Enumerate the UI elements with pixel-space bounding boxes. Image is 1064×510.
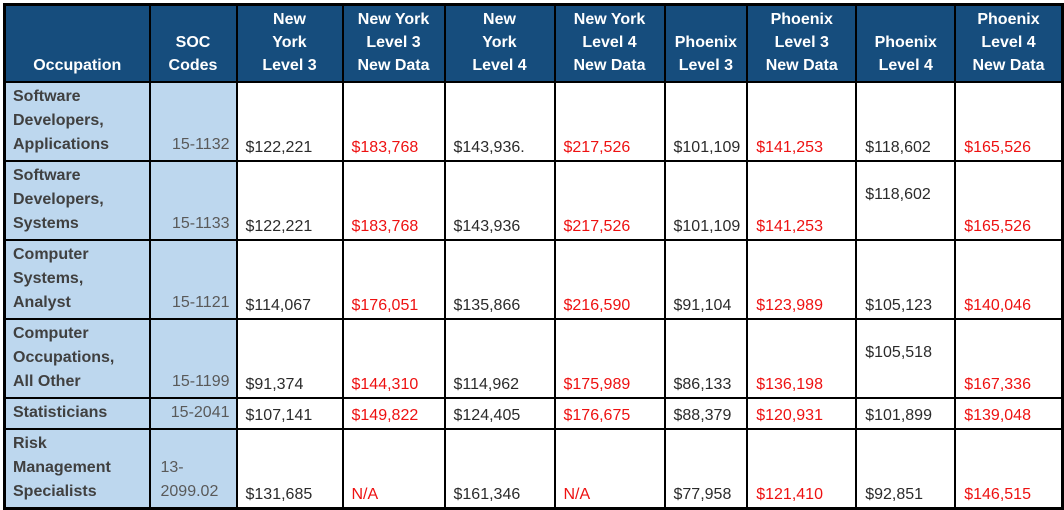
cell-value-ny-l3-new: N/A <box>341 428 446 510</box>
cell-value-ny-l3-new: $176,051 <box>341 239 446 320</box>
cell-occupation: Computer Occupations, All Other <box>3 318 151 399</box>
column-header-ny-l3-new: New York Level 3 New Data <box>341 3 446 83</box>
cell-value-phx-l4-new: $139,048 <box>954 397 1064 430</box>
cell-value-ny-l3-new: $183,768 <box>341 81 446 162</box>
cell-value-phx-l3: $91,104 <box>663 239 749 320</box>
table-header: Occupation SOC Codes New York Level 3 New Y… <box>3 3 1064 83</box>
cell-occupation: Risk Management Specialists <box>3 428 151 510</box>
cell-value-ny-l3: $107,141 <box>235 397 344 430</box>
cell-value-ny-l4-new: N/A <box>553 428 666 510</box>
cell-value-phx-l4: $118,602 <box>855 160 957 241</box>
table-row: Software Developers, Systems 15-1133 $122,… <box>3 160 1064 241</box>
cell-value-ny-l3: $114,067 <box>235 239 344 320</box>
cell-value-phx-l4: $105,123 <box>855 239 957 320</box>
cell-value-ny-l3-new: $149,822 <box>341 397 446 430</box>
column-header-soc-codes: SOC Codes <box>148 3 238 83</box>
cell-value-phx-l3-new: $141,253 <box>746 81 858 162</box>
cell-occupation: Software Developers, Systems <box>3 160 151 241</box>
salary-comparison-table: Occupation SOC Codes New York Level 3 New Y… <box>3 3 1064 510</box>
cell-value-phx-l3-new: $136,198 <box>746 318 858 399</box>
cell-value-phx-l4: $118,602 <box>855 81 957 162</box>
table-row: Statisticians 15-2041 $107,141 $149,822 $124… <box>3 397 1064 430</box>
cell-value-ny-l3: $122,221 <box>235 160 344 241</box>
cell-value-phx-l3-new: $123,989 <box>746 239 858 320</box>
cell-value-ny-l4: $135,866 <box>443 239 556 320</box>
cell-soc-code: 15-2041 <box>148 397 238 430</box>
cell-value-ny-l3: $91,374 <box>235 318 344 399</box>
cell-value-phx-l4: $105,518 <box>855 318 957 399</box>
header-row: Occupation SOC Codes New York Level 3 New Y… <box>3 3 1064 83</box>
cell-occupation: Statisticians <box>3 397 151 430</box>
cell-value-phx-l4-new: $165,526 <box>954 81 1064 162</box>
cell-value-phx-l4-new: $140,046 <box>954 239 1064 320</box>
cell-value-phx-l3: $101,109 <box>663 81 749 162</box>
cell-value-ny-l3: $131,685 <box>235 428 344 510</box>
column-header-ny-l3: New York Level 3 <box>235 3 344 83</box>
cell-value-phx-l3: $101,109 <box>663 160 749 241</box>
column-header-occupation: Occupation <box>3 3 151 83</box>
cell-value-ny-l3-new: $144,310 <box>341 318 446 399</box>
cell-value-phx-l3: $88,379 <box>663 397 749 430</box>
cell-soc-code: 15-1199 <box>148 318 238 399</box>
cell-value-ny-l4: $143,936. <box>443 81 556 162</box>
column-header-phx-l4-new: Phoenix Level 4 New Data <box>954 3 1064 83</box>
table-row: Computer Occupations, All Other 15-1199 $9… <box>3 318 1064 399</box>
cell-value-ny-l4: $143,936 <box>443 160 556 241</box>
cell-occupation: Computer Systems, Analyst <box>3 239 151 320</box>
cell-value-phx-l4-new: $167,336 <box>954 318 1064 399</box>
cell-value-ny-l4: $114,962 <box>443 318 556 399</box>
cell-value-ny-l4-new: $217,526 <box>553 160 666 241</box>
cell-soc-code: 15-1133 <box>148 160 238 241</box>
cell-value-ny-l3-new: $183,768 <box>341 160 446 241</box>
column-header-phx-l3: Phoenix Level 3 <box>663 3 749 83</box>
column-header-phx-l4: Phoenix Level 4 <box>855 3 957 83</box>
table-row: Software Developers, Applications 15-1132… <box>3 81 1064 162</box>
cell-value-ny-l4-new: $176,675 <box>553 397 666 430</box>
cell-value-phx-l4: $92,851 <box>855 428 957 510</box>
cell-value-phx-l4: $101,899 <box>855 397 957 430</box>
cell-value-phx-l3-new: $121,410 <box>746 428 858 510</box>
cell-value-phx-l3: $86,133 <box>663 318 749 399</box>
table-row: Risk Management Specialists 13- 2099.02 $1… <box>3 428 1064 510</box>
cell-value-phx-l3-new: $120,931 <box>746 397 858 430</box>
table-body: Software Developers, Applications 15-1132… <box>3 81 1064 510</box>
cell-value-ny-l3: $122,221 <box>235 81 344 162</box>
table-row: Computer Systems, Analyst 15-1121 $114,067… <box>3 239 1064 320</box>
cell-value-phx-l3: $77,958 <box>663 428 749 510</box>
cell-occupation: Software Developers, Applications <box>3 81 151 162</box>
cell-value-ny-l4: $161,346 <box>443 428 556 510</box>
cell-soc-code: 13- 2099.02 <box>148 428 238 510</box>
column-header-ny-l4-new: New York Level 4 New Data <box>553 3 666 83</box>
cell-value-ny-l4-new: $216,590 <box>553 239 666 320</box>
cell-value-ny-l4: $124,405 <box>443 397 556 430</box>
cell-value-phx-l3-new: $141,253 <box>746 160 858 241</box>
column-header-phx-l3-new: Phoenix Level 3 New Data <box>746 3 858 83</box>
cell-soc-code: 15-1132 <box>148 81 238 162</box>
cell-value-ny-l4-new: $217,526 <box>553 81 666 162</box>
cell-value-ny-l4-new: $175,989 <box>553 318 666 399</box>
column-header-ny-l4: New York Level 4 <box>443 3 556 83</box>
cell-value-phx-l4-new: $165,526 <box>954 160 1064 241</box>
cell-soc-code: 15-1121 <box>148 239 238 320</box>
cell-value-phx-l4-new: $146,515 <box>954 428 1064 510</box>
